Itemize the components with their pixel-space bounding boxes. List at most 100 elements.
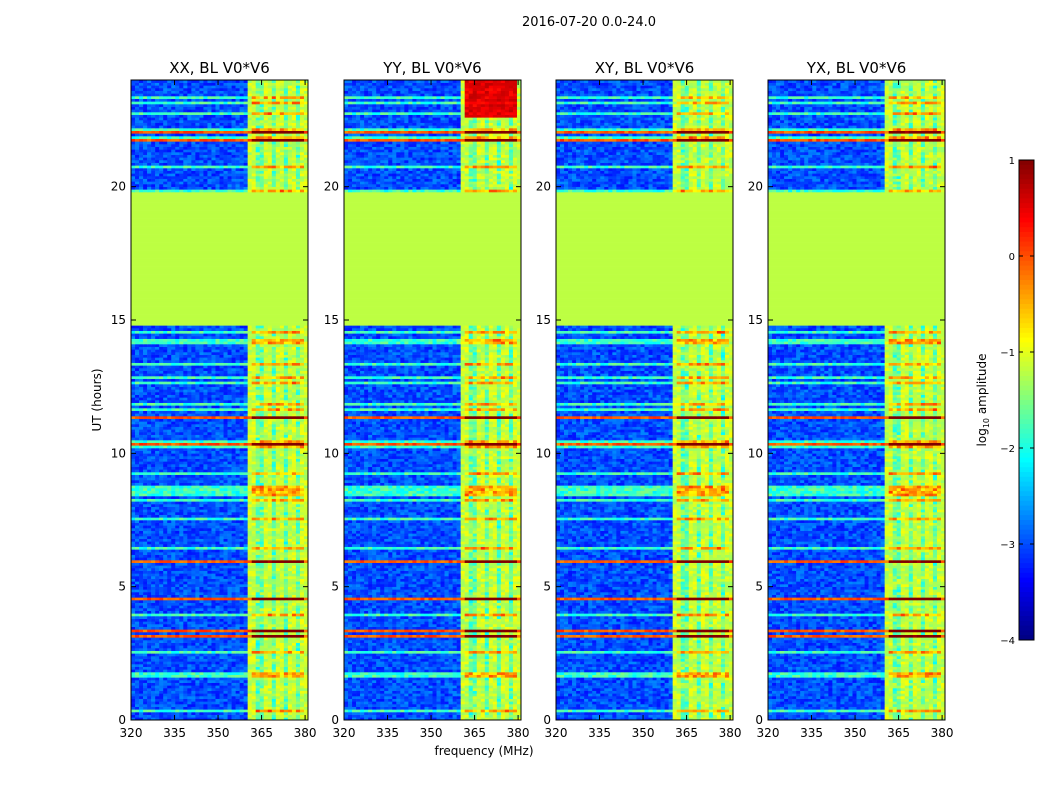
heatmap-cell (179, 659, 183, 662)
heatmap-cell (211, 709, 215, 712)
heatmap-cell (280, 677, 284, 680)
heatmap-cell (276, 648, 280, 651)
heatmap-cell (211, 685, 215, 688)
heatmap-cell (211, 712, 215, 715)
heatmap-cell (155, 677, 159, 680)
heatmap-cell (135, 688, 139, 691)
heatmap-cell (195, 707, 199, 710)
heatmap-cell (300, 675, 304, 678)
heatmap-cell (236, 651, 240, 654)
heatmap-cell (183, 645, 187, 648)
heatmap-cell (244, 680, 248, 683)
heatmap-cell (236, 672, 240, 675)
heatmap-cell (276, 645, 280, 648)
heatmap-cell (224, 672, 228, 675)
heatmap-cell (244, 659, 248, 662)
heatmap-cell (292, 680, 296, 683)
heatmap-cell (252, 699, 256, 702)
heatmap-cell (288, 709, 292, 712)
heatmap-cell (232, 715, 236, 718)
heatmap-cell (151, 683, 155, 686)
heatmap-cell (175, 715, 179, 718)
heatmap-cell (135, 672, 139, 675)
heatmap-cell (276, 707, 280, 710)
heatmap-cell (135, 669, 139, 672)
heatmap-cell (224, 691, 228, 694)
heatmap-cell (220, 696, 224, 699)
heatmap-cell (292, 715, 296, 718)
heatmap-cell (159, 704, 163, 707)
heatmap-cell (228, 701, 232, 704)
heatmap-cell (264, 645, 268, 648)
heatmap-cell (147, 685, 151, 688)
heatmap-cell (260, 653, 264, 656)
heatmap-cell (252, 648, 256, 651)
heatmap-cell (300, 696, 304, 699)
heatmap-cell (236, 667, 240, 670)
heatmap-cell (143, 640, 147, 643)
heatmap-cell (203, 688, 207, 691)
heatmap-cell (211, 659, 215, 662)
heatmap-cell (276, 675, 280, 678)
heatmap-cell (240, 656, 244, 659)
heatmap-cell (300, 712, 304, 715)
heatmap-cell (228, 659, 232, 662)
heatmap-cell (203, 672, 207, 675)
heatmap-cell (240, 704, 244, 707)
heatmap-cell (284, 701, 288, 704)
heatmap-cell (276, 691, 280, 694)
heatmap-cell (260, 683, 264, 686)
heatmap-cell (284, 669, 288, 672)
heatmap-cell (300, 709, 304, 712)
heatmap-cell (203, 640, 207, 643)
heatmap-cell (224, 677, 228, 680)
heatmap-cell (187, 645, 191, 648)
heatmap-cell (236, 675, 240, 678)
heatmap-cell (211, 688, 215, 691)
heatmap-cell (260, 688, 264, 691)
heatmap-cell (248, 696, 252, 699)
heatmap-cell (135, 661, 139, 664)
heatmap-cell (296, 677, 300, 680)
heatmap-cell (236, 653, 240, 656)
heatmap-cell (191, 685, 195, 688)
heatmap-cell (151, 669, 155, 672)
heatmap-cell (260, 712, 264, 715)
heatmap-cell (292, 675, 296, 678)
heatmap-cell (175, 691, 179, 694)
heatmap-cell (191, 704, 195, 707)
heatmap-cell (260, 643, 264, 646)
heatmap-cell (264, 683, 268, 686)
heatmap-cell (236, 709, 240, 712)
heatmap-cell (215, 664, 219, 667)
panels: XX, BL V0*V6320 335 350 365 38005101520YY, B… (111, 59, 954, 740)
heatmap-cell (256, 669, 260, 672)
heatmap-cell (252, 643, 256, 646)
heatmap-cell (183, 701, 187, 704)
heatmap-cell (135, 645, 139, 648)
heatmap-cell (220, 643, 224, 646)
heatmap-cell (139, 640, 143, 643)
heatmap-cell (175, 661, 179, 664)
heatmap-cell (272, 715, 276, 718)
heatmap-cell (236, 701, 240, 704)
heatmap-cell (236, 685, 240, 688)
heatmap-cell (252, 677, 256, 680)
heatmap-cell (296, 685, 300, 688)
heatmap-cell (292, 648, 296, 651)
heatmap-cell (159, 696, 163, 699)
heatmap-cell (155, 661, 159, 664)
heatmap-cell (199, 664, 203, 667)
heatmap-cell (195, 677, 199, 680)
heatmap-cell (191, 648, 195, 651)
heatmap-cell (135, 664, 139, 667)
heatmap-cell (199, 693, 203, 696)
heatmap-cell (135, 677, 139, 680)
heatmap-cell (288, 683, 292, 686)
heatmap-cell (175, 669, 179, 672)
heatmap-cell (280, 683, 284, 686)
heatmap-cell (284, 715, 288, 718)
heatmap-cell (179, 664, 183, 667)
heatmap-cell (260, 648, 264, 651)
heatmap-cell (264, 707, 268, 710)
